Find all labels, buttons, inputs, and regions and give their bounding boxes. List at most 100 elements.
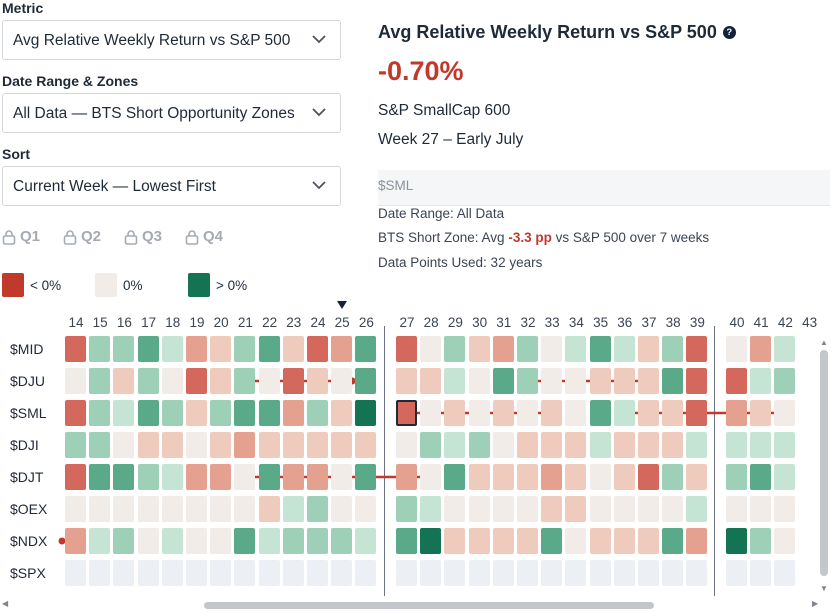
heatmap-cell[interactable] xyxy=(234,400,256,426)
heatmap-cell[interactable] xyxy=(492,336,514,362)
heatmap-cell[interactable] xyxy=(258,496,280,522)
heatmap-cell[interactable] xyxy=(726,432,747,458)
heatmap-cell[interactable] xyxy=(137,368,159,394)
heatmap-cell[interactable] xyxy=(234,464,256,490)
date-range-select[interactable]: All Data — BTS Short Opportunity Zones xyxy=(2,93,341,133)
ticker-label-oex[interactable]: $OEX xyxy=(10,501,48,517)
heatmap-cell[interactable] xyxy=(492,432,514,458)
heatmap-cell[interactable] xyxy=(396,336,417,362)
heatmap-cell[interactable] xyxy=(517,336,538,362)
heatmap-cell[interactable] xyxy=(307,528,328,554)
heatmap-cell[interactable] xyxy=(613,496,635,522)
heatmap-cell[interactable] xyxy=(662,560,684,586)
heatmap-cell[interactable] xyxy=(420,560,442,586)
heatmap-cell[interactable] xyxy=(686,528,708,554)
heatmap-cell[interactable] xyxy=(613,336,635,362)
heatmap-cell[interactable] xyxy=(492,464,514,490)
heatmap-cell[interactable] xyxy=(613,528,635,554)
heatmap-cell[interactable] xyxy=(355,528,377,554)
heatmap-cell[interactable] xyxy=(113,464,135,490)
heatmap-cell[interactable] xyxy=(492,496,514,522)
heatmap-cell[interactable] xyxy=(444,464,466,490)
heatmap-cell[interactable] xyxy=(186,496,207,522)
heatmap-cell[interactable] xyxy=(638,432,659,458)
heatmap-cell[interactable] xyxy=(161,400,183,426)
heatmap-cell[interactable] xyxy=(589,400,611,426)
vertical-scrollbar[interactable] xyxy=(820,350,828,576)
heatmap-cell[interactable] xyxy=(686,560,708,586)
heatmap-cell[interactable] xyxy=(396,528,417,554)
ticker-label-ndx[interactable]: $NDX xyxy=(10,533,48,549)
sort-select[interactable]: Current Week — Lowest First xyxy=(2,166,341,206)
heatmap-cell[interactable] xyxy=(517,464,538,490)
heatmap-cell[interactable] xyxy=(468,336,490,362)
heatmap-cell[interactable] xyxy=(137,464,159,490)
heatmap-cell[interactable] xyxy=(113,496,135,522)
help-icon[interactable]: ? xyxy=(722,26,736,39)
heatmap-cell[interactable] xyxy=(420,496,442,522)
heatmap-cell[interactable] xyxy=(234,432,256,458)
heatmap-cell[interactable] xyxy=(113,528,135,554)
heatmap-cell[interactable] xyxy=(307,560,328,586)
heatmap-cell[interactable] xyxy=(396,400,417,426)
heatmap-cell[interactable] xyxy=(517,368,538,394)
heatmap-cell[interactable] xyxy=(210,528,232,554)
heatmap-cell[interactable] xyxy=(589,464,611,490)
heatmap-cell[interactable] xyxy=(234,368,256,394)
ticker-label-djt[interactable]: $DJT xyxy=(10,469,44,485)
heatmap-cell[interactable] xyxy=(541,560,563,586)
heatmap-cell[interactable] xyxy=(331,368,353,394)
heatmap-cell[interactable] xyxy=(726,368,747,394)
heatmap-cell[interactable] xyxy=(492,400,514,426)
heatmap-cell[interactable] xyxy=(774,368,796,394)
heatmap-cell[interactable] xyxy=(282,432,304,458)
heatmap-cell[interactable] xyxy=(210,464,232,490)
heatmap-cell[interactable] xyxy=(396,464,417,490)
heatmap-cell[interactable] xyxy=(355,496,377,522)
heatmap-cell[interactable] xyxy=(468,400,490,426)
heatmap-cell[interactable] xyxy=(468,496,490,522)
heatmap-cell[interactable] xyxy=(613,432,635,458)
heatmap-cell[interactable] xyxy=(331,496,353,522)
heatmap-cell[interactable] xyxy=(686,496,708,522)
heatmap-cell[interactable] xyxy=(686,432,708,458)
ticker-label-spx[interactable]: $SPX xyxy=(10,565,46,581)
heatmap-cell[interactable] xyxy=(662,496,684,522)
heatmap-cell[interactable] xyxy=(355,336,377,362)
heatmap-cell[interactable] xyxy=(613,400,635,426)
heatmap-cell[interactable] xyxy=(726,336,747,362)
heatmap-cell[interactable] xyxy=(517,400,538,426)
heatmap-cell[interactable] xyxy=(468,464,490,490)
heatmap-cell[interactable] xyxy=(307,432,328,458)
heatmap-cell[interactable] xyxy=(282,336,304,362)
heatmap-cell[interactable] xyxy=(210,400,232,426)
quarter-toggle-q1[interactable]: Q1 xyxy=(2,228,63,245)
heatmap-cell[interactable] xyxy=(420,432,442,458)
metric-select[interactable]: Avg Relative Weekly Return vs S&P 500 xyxy=(2,20,341,60)
heatmap-cell[interactable] xyxy=(774,400,796,426)
heatmap-cell[interactable] xyxy=(686,368,708,394)
heatmap-cell[interactable] xyxy=(161,432,183,458)
heatmap-cell[interactable] xyxy=(355,560,377,586)
heatmap-cell[interactable] xyxy=(468,368,490,394)
heatmap-cell[interactable] xyxy=(161,528,183,554)
ticker-label-dju[interactable]: $DJU xyxy=(10,373,46,389)
heatmap-cell[interactable] xyxy=(355,464,377,490)
heatmap-cell[interactable] xyxy=(662,528,684,554)
heatmap-cell[interactable] xyxy=(307,496,328,522)
heatmap-cell[interactable] xyxy=(355,368,377,394)
heatmap-cell[interactable] xyxy=(726,528,747,554)
heatmap-cell[interactable] xyxy=(234,560,256,586)
heatmap-cell[interactable] xyxy=(89,432,111,458)
heatmap-cell[interactable] xyxy=(65,496,86,522)
heatmap-cell[interactable] xyxy=(662,336,684,362)
heatmap-cell[interactable] xyxy=(468,432,490,458)
heatmap-cell[interactable] xyxy=(137,432,159,458)
heatmap-cell[interactable] xyxy=(258,464,280,490)
heatmap-cell[interactable] xyxy=(89,336,111,362)
heatmap-cell[interactable] xyxy=(396,432,417,458)
heatmap-cell[interactable] xyxy=(186,528,207,554)
heatmap-cell[interactable] xyxy=(282,368,304,394)
heatmap-cell[interactable] xyxy=(161,496,183,522)
heatmap-cell[interactable] xyxy=(750,496,772,522)
